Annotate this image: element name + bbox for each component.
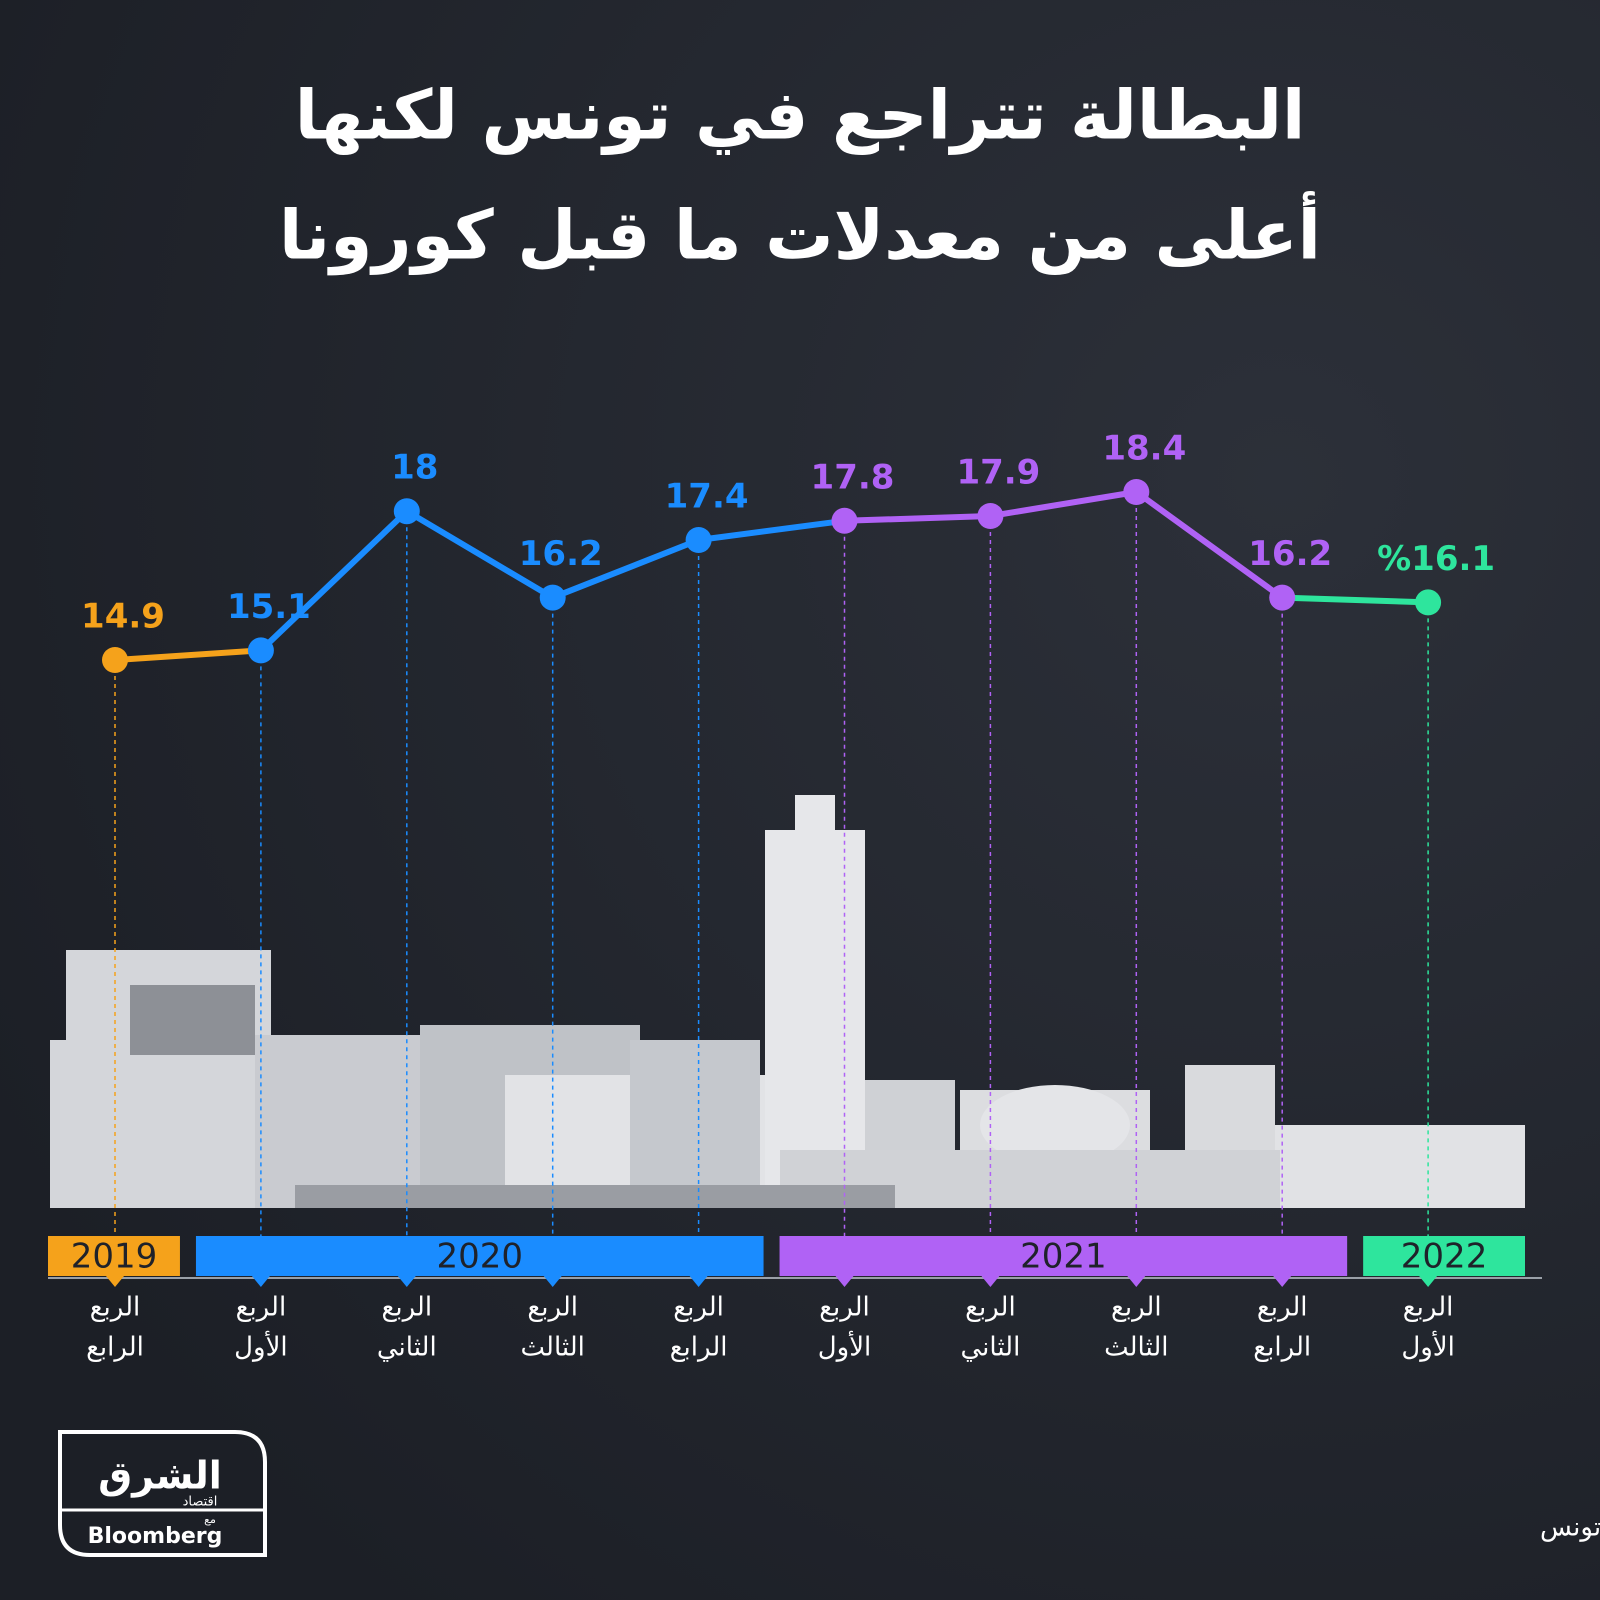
tick-marker xyxy=(689,1276,708,1287)
x-tick-label: الأول xyxy=(818,1330,872,1363)
logo-name: الشرق xyxy=(98,1454,222,1498)
data-label: 16.2 xyxy=(1248,534,1332,574)
x-tick-label: الربع xyxy=(90,1293,141,1323)
tick-marker xyxy=(106,1276,124,1287)
data-label: 17.8 xyxy=(811,457,895,497)
x-tick-label: الربع xyxy=(1111,1293,1162,1323)
point xyxy=(539,584,566,611)
data-label: 18 xyxy=(391,448,438,488)
year-band xyxy=(779,1236,1348,1276)
data-label: %16.1 xyxy=(1377,539,1495,579)
connector xyxy=(1282,594,1429,606)
x-tick-label: الثاني xyxy=(960,1333,1020,1363)
point xyxy=(247,637,274,664)
chart-title: أعلى من معدلات ما قبل كورونا xyxy=(279,191,1321,276)
point xyxy=(831,507,858,534)
data-label: 15.1 xyxy=(227,587,311,627)
point xyxy=(685,527,712,553)
legend-label: 2022 xyxy=(1401,1237,1488,1277)
point xyxy=(1269,584,1296,611)
x-tick-label: الربع xyxy=(819,1293,870,1323)
x-tick-label: الربع xyxy=(236,1293,287,1323)
connector xyxy=(114,647,262,663)
tick-marker xyxy=(835,1276,854,1287)
x-tick-label: الأول xyxy=(1401,1330,1455,1363)
x-tick-label: الربع xyxy=(673,1293,724,1323)
tick-marker xyxy=(1419,1276,1438,1287)
tick-marker xyxy=(397,1276,416,1287)
x-tick-label: الرابع xyxy=(86,1333,144,1363)
series-line xyxy=(258,508,700,653)
tick-marker xyxy=(1273,1276,1292,1287)
tick-marker xyxy=(981,1276,1000,1287)
data-label: 18.4 xyxy=(1102,429,1186,469)
x-tick-label: الربع xyxy=(1403,1293,1454,1323)
data-label: 14.9 xyxy=(81,597,165,637)
data-label: 17.9 xyxy=(956,453,1040,493)
logo-section: اقتصاد xyxy=(183,1495,218,1510)
x-tick-label: الربع xyxy=(382,1293,433,1323)
x-tick-label: الربع xyxy=(1257,1293,1308,1323)
data-label: 17.4 xyxy=(665,477,749,517)
point xyxy=(1123,479,1150,505)
tick-marker xyxy=(251,1276,270,1287)
logo-partner: Bloomberg xyxy=(88,1524,223,1549)
year-band xyxy=(195,1236,764,1276)
year-band xyxy=(48,1236,180,1276)
data-label: 16.2 xyxy=(519,534,603,574)
x-tick-label: الرابع xyxy=(670,1333,728,1363)
logo: الشرق اقتصاد مع Bloomberg xyxy=(58,1430,267,1557)
x-tick-label: الرابع xyxy=(1253,1333,1311,1363)
point xyxy=(1415,589,1442,616)
connector xyxy=(698,517,845,543)
buildings xyxy=(50,795,1525,1208)
source: المصدر : المعهد الوطني للإحصاء تونس xyxy=(1540,1513,1600,1543)
x-tick-label: الأول xyxy=(234,1330,288,1363)
x-tick-label: الثالث xyxy=(1104,1333,1168,1363)
point xyxy=(977,503,1004,529)
point xyxy=(102,647,128,673)
chart-title: البطالة تتراجع في تونس لكنها xyxy=(295,77,1306,156)
point xyxy=(393,498,420,525)
x-tick-label: الثالث xyxy=(521,1333,585,1363)
series-line xyxy=(844,489,1284,601)
logo-with: مع xyxy=(204,1513,216,1526)
tick-marker xyxy=(1127,1276,1146,1287)
legend-label: 2019 xyxy=(71,1237,158,1277)
x-tick-label: الربع xyxy=(527,1293,578,1323)
logo-frame xyxy=(58,1430,267,1557)
legend-label: 2020 xyxy=(436,1237,523,1277)
year-band xyxy=(1363,1236,1525,1276)
legend-label: 2021 xyxy=(1020,1237,1107,1277)
x-tick-label: الثاني xyxy=(377,1333,437,1363)
tick-marker xyxy=(543,1276,562,1287)
x-tick-label: الربع xyxy=(965,1293,1016,1323)
